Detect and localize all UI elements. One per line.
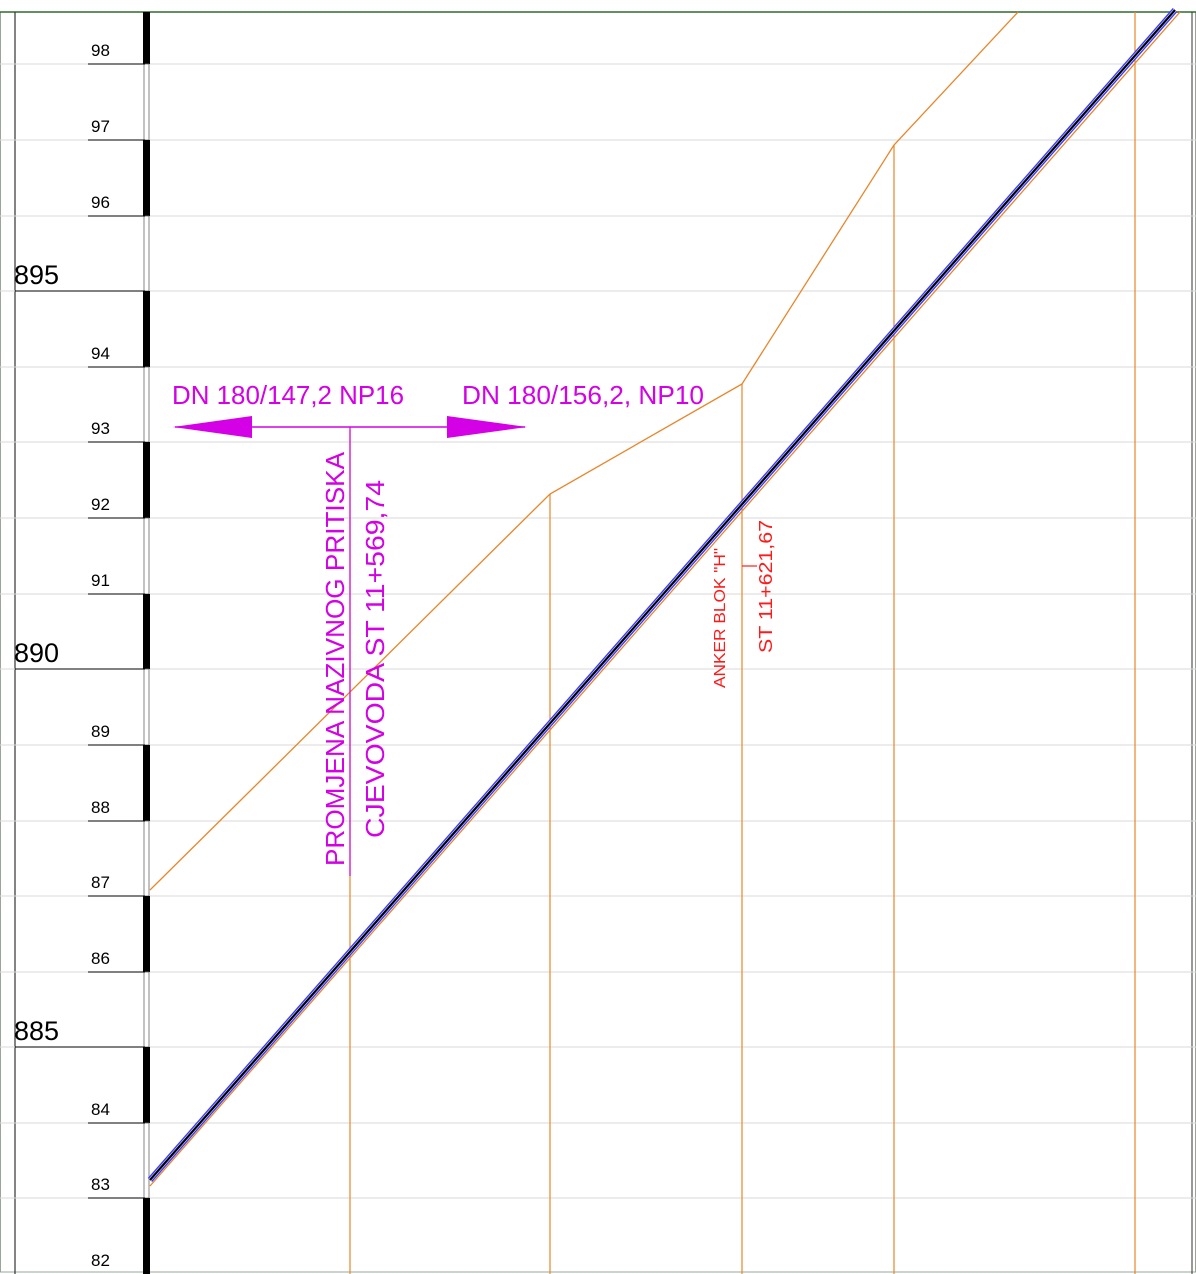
tick-label-97: 97 bbox=[91, 117, 110, 136]
tick-label-83: 83 bbox=[91, 1175, 110, 1194]
tick-label-84: 84 bbox=[91, 1100, 110, 1119]
tick-label-88: 88 bbox=[91, 798, 110, 817]
tick-label-96: 96 bbox=[91, 193, 110, 212]
tick-label-86: 86 bbox=[91, 949, 110, 968]
scale-segment-white bbox=[143, 63, 150, 141]
pipe-bottom-line bbox=[149, 11, 1181, 1187]
tick-label-98: 98 bbox=[91, 41, 110, 60]
scale-segment-black bbox=[143, 896, 150, 972]
scale-segment-black bbox=[143, 1198, 150, 1274]
major-label-890: 890 bbox=[14, 638, 59, 668]
anchor-station-label: ST 11+621,67 bbox=[756, 520, 776, 653]
scale-segment-white bbox=[143, 820, 150, 897]
tick-label-89: 89 bbox=[91, 722, 110, 741]
frame-border bbox=[0, 11, 1196, 1273]
pipe-spec-left: DN 180/147,2 NP16 bbox=[172, 380, 404, 410]
tick-label-82: 82 bbox=[91, 1251, 110, 1270]
pressure-change-label-line2: CJEVOVODA ST 11+569,74 bbox=[360, 480, 390, 838]
major-label-895: 895 bbox=[14, 260, 59, 290]
tick-underlines bbox=[15, 63, 145, 1199]
pipe-spec-right: DN 180/156,2, NP10 bbox=[462, 380, 704, 410]
tick-label-92: 92 bbox=[91, 495, 110, 514]
scale-segment-white bbox=[143, 215, 150, 292]
left-arrowhead bbox=[173, 416, 252, 438]
scale-segment-black bbox=[143, 12, 150, 64]
tick-label-93: 93 bbox=[91, 419, 110, 438]
scale-segment-black bbox=[143, 291, 150, 367]
scale-segment-white bbox=[143, 366, 150, 443]
elevation-grid bbox=[0, 63, 1196, 1199]
scale-segment-black bbox=[143, 140, 150, 216]
pressure-change-label-line1: PROMJENA NAZIVNOG PRITISKA bbox=[320, 451, 350, 866]
scale-segment-white bbox=[143, 668, 150, 746]
tick-label-94: 94 bbox=[91, 344, 110, 363]
elevation-scale-bar bbox=[143, 12, 150, 1274]
tick-label-91: 91 bbox=[91, 571, 110, 590]
pressure-change-marker bbox=[173, 416, 527, 876]
minor-tick-labels: 98 97 96 94 93 92 91 89 88 87 86 84 83 8… bbox=[91, 41, 110, 1270]
scale-segment-white bbox=[143, 971, 150, 1048]
pipe-core bbox=[149, 9, 1176, 1181]
scale-segment-black bbox=[143, 1047, 150, 1123]
major-label-885: 885 bbox=[14, 1016, 59, 1046]
scale-segment-white bbox=[143, 1122, 150, 1199]
terrain-line bbox=[149, 11, 1019, 891]
tick-label-87: 87 bbox=[91, 873, 110, 892]
anchor-block-label: ANKER BLOK "H" bbox=[712, 548, 729, 688]
scale-segment-black bbox=[143, 594, 150, 669]
scale-segment-black bbox=[143, 442, 150, 518]
scale-segment-black bbox=[143, 745, 150, 821]
major-tick-labels: 895 890 885 bbox=[14, 260, 59, 1046]
station-lines bbox=[349, 12, 1136, 1274]
scale-segment-white bbox=[143, 517, 150, 595]
right-arrowhead bbox=[447, 416, 527, 438]
